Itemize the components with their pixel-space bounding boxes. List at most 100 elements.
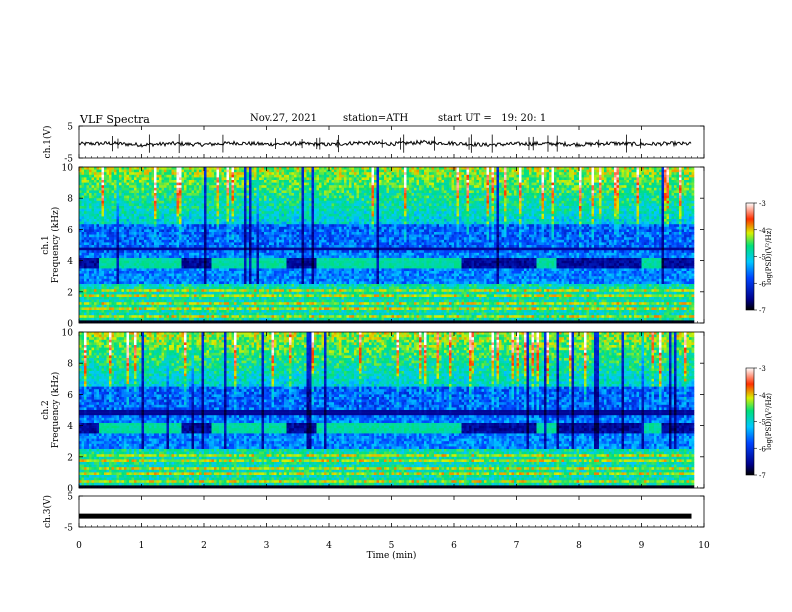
spectro-cell <box>159 310 162 313</box>
spectro-cell <box>237 193 240 196</box>
spectro-cell <box>137 253 140 256</box>
spectro-cell <box>224 274 227 277</box>
spectro-cell <box>239 224 242 227</box>
spectro-cell <box>277 242 280 245</box>
spectro-cell <box>134 305 137 308</box>
spectro-cell <box>247 300 250 303</box>
spectro-cell <box>157 222 160 225</box>
spectro-cell <box>274 315 277 318</box>
spectro-cell <box>92 198 95 201</box>
spectro-cell <box>184 279 187 282</box>
spectro-cell <box>139 211 142 214</box>
spectro-cell <box>184 292 187 295</box>
spectro-cell <box>79 170 82 173</box>
spectro-cell <box>152 284 155 287</box>
spectro-cell <box>187 227 190 230</box>
spectro-cell <box>169 203 172 206</box>
spectro-cell <box>257 198 260 201</box>
spectro-cell <box>192 253 195 256</box>
spectro-cell <box>222 206 225 209</box>
spectro-cell <box>222 227 225 230</box>
spectro-cell <box>122 216 125 219</box>
spectro-cell <box>219 263 222 266</box>
spectro-cell <box>159 253 162 256</box>
spectro-cell <box>177 302 180 305</box>
spectro-cell <box>202 258 205 261</box>
spectro-cell <box>242 188 245 191</box>
spectro-cell <box>164 209 167 212</box>
spectro-cell <box>137 279 140 282</box>
spectro-cell <box>107 318 110 321</box>
spectro-cell <box>214 183 217 186</box>
spectro-cell <box>249 211 252 214</box>
spectro-cell <box>214 180 217 183</box>
spectro-cell <box>279 300 282 303</box>
spectro-cell <box>139 284 142 287</box>
spectro-cell <box>232 258 235 261</box>
spectro-cell <box>214 172 217 175</box>
spectro-cell <box>107 224 110 227</box>
spectro-cell <box>102 242 105 245</box>
spectro-cell <box>104 289 107 292</box>
spectro-cell <box>119 287 122 290</box>
spectro-cell <box>112 190 115 193</box>
spectro-cell <box>272 255 275 258</box>
spectro-cell <box>117 232 120 235</box>
spectro-cell <box>249 258 252 261</box>
spectro-cell <box>177 167 180 170</box>
spectro-cell <box>197 177 200 180</box>
spectro-cell <box>179 294 182 297</box>
spectro-cell <box>174 235 177 238</box>
spectro-cell <box>114 201 117 204</box>
spectro-cell <box>172 237 175 240</box>
spectro-cell <box>127 294 130 297</box>
spectro-cell <box>277 232 280 235</box>
spectro-cell <box>107 294 110 297</box>
spectro-cell <box>269 305 272 308</box>
spectro-cell <box>232 287 235 290</box>
spectro-cell <box>107 227 110 230</box>
spectro-cell <box>107 287 110 290</box>
spectro-cell <box>82 274 85 277</box>
spectro-cell <box>207 279 210 282</box>
spectro-cell <box>92 258 95 261</box>
spectro-cell <box>212 188 215 191</box>
spectro-cell <box>124 305 127 308</box>
spectro-cell <box>169 300 172 303</box>
spectro-cell <box>184 235 187 238</box>
spectro-cell <box>169 258 172 261</box>
spectro-cell <box>209 279 212 282</box>
spectro-cell <box>87 305 90 308</box>
spectro-cell <box>264 185 267 188</box>
spectro-cell <box>142 242 145 245</box>
spectro-cell <box>229 240 232 243</box>
spectro-cell <box>279 196 282 199</box>
spectro-cell <box>259 229 262 232</box>
spectro-cell <box>259 261 262 264</box>
spectro-cell <box>157 253 160 256</box>
spectro-cell <box>149 318 152 321</box>
spectro-cell <box>104 237 107 240</box>
spectro-cell <box>192 274 195 277</box>
spectro-cell <box>94 310 97 313</box>
spectro-cell <box>277 297 280 300</box>
spectro-cell <box>232 310 235 313</box>
spectro-cell <box>282 318 285 321</box>
spectro-cell <box>94 170 97 173</box>
spectro-cell <box>104 229 107 232</box>
spectro-cell <box>252 216 255 219</box>
spectro-cell <box>124 185 127 188</box>
spectro-cell <box>114 261 117 264</box>
spectro-cell <box>169 271 172 274</box>
spectro-cell <box>214 188 217 191</box>
spectro-cell <box>232 172 235 175</box>
spectro-cell <box>232 294 235 297</box>
spectro-cell <box>142 276 145 279</box>
spectro-cell <box>229 255 232 258</box>
spectro-cell <box>147 222 150 225</box>
spectro-cell <box>204 284 207 287</box>
spectro-cell <box>82 201 85 204</box>
spectro-cell <box>132 250 135 253</box>
spectro-cell <box>244 196 247 199</box>
spectro-cell <box>207 250 210 253</box>
